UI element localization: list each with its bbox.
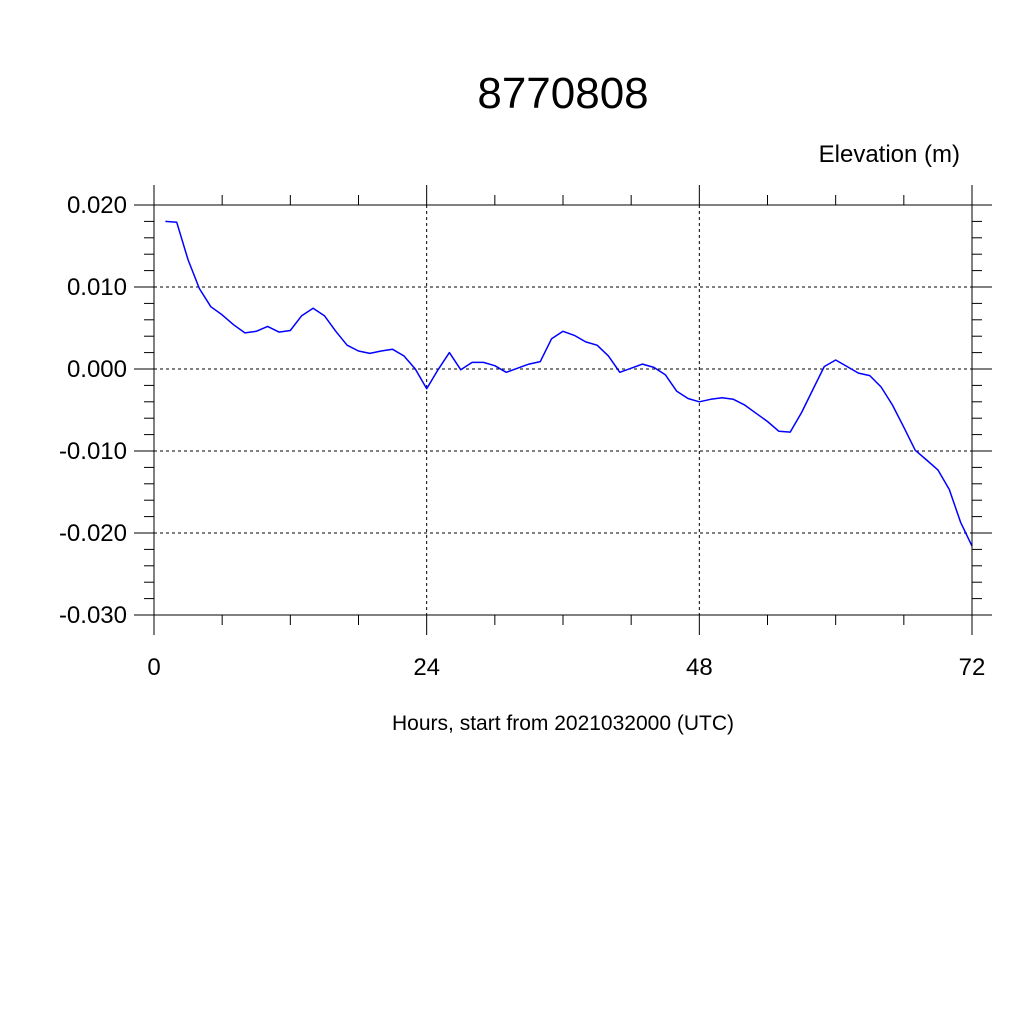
plot-frame bbox=[153, 204, 973, 616]
elevation-series-line bbox=[165, 220, 973, 547]
x-tick-labels: 0 24 48 72 bbox=[147, 654, 985, 681]
chart-title: 8770808 bbox=[477, 69, 648, 118]
x-axis-label: Hours, start from 2021032000 (UTC) bbox=[392, 712, 734, 735]
x-tick-label: 72 bbox=[959, 654, 986, 681]
x-tick-label: 24 bbox=[413, 654, 440, 681]
units-label: Elevation (m) bbox=[819, 141, 960, 168]
y-tick-labels: 0.020 0.010 0.000 -0.010 -0.020 -0.030 bbox=[59, 192, 127, 629]
major-ticks bbox=[134, 185, 992, 635]
grid-layer bbox=[154, 204, 973, 616]
y-tick-label: 0.010 bbox=[67, 274, 127, 301]
series-layer bbox=[165, 220, 973, 547]
x-tick-label: 48 bbox=[686, 654, 713, 681]
y-tick-label: 0.020 bbox=[67, 192, 127, 219]
y-tick-label: -0.030 bbox=[59, 602, 127, 629]
x-tick-label: 0 bbox=[147, 654, 160, 681]
y-tick-label: 0.000 bbox=[67, 356, 127, 383]
minor-ticks bbox=[144, 195, 982, 625]
y-tick-label: -0.010 bbox=[59, 438, 127, 465]
y-tick-label: -0.020 bbox=[59, 520, 127, 547]
